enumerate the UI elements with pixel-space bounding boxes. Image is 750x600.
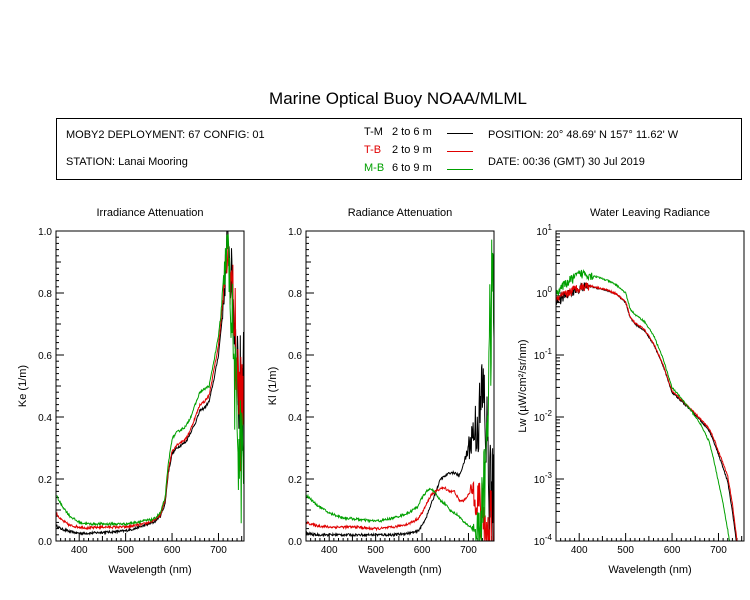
y-axis-label: Kl (1/m) [267,367,279,406]
y-tick-label: 10-1 [534,347,553,362]
y-tick-label: 0.6 [288,351,302,362]
legend-code-t-m: T-M [364,126,383,138]
x-tick-label: 700 [210,545,227,556]
chart-title: Radiance Attenuation [348,207,453,219]
info-box: MOBY2 DEPLOYMENT: 67 CONFIG: 01 STATION:… [56,118,742,180]
legend-code-m-b: M-B [364,162,385,174]
series-line-t-b [56,245,244,531]
y-tick-label: 0.6 [38,351,52,362]
series-line-t-b [556,281,738,541]
station-label: STATION: Lanai Mooring [66,156,188,168]
position-label: POSITION: 20° 48.69' N 157° 11.62' W [488,129,679,141]
y-tick-label: 10-4 [534,533,553,548]
y-tick-label: 10-2 [534,409,553,424]
y-tick-label: 0.8 [288,289,302,300]
chart-2: Radiance Attenuation Wavelength (nm) Kl (1… [267,207,495,576]
y-tick-label: 0.2 [288,475,302,486]
series-line-t-m [56,231,244,536]
y-tick-label: 0.0 [288,537,302,548]
x-axis-label: Wavelength (nm) [608,564,691,576]
x-tick-label: 500 [117,545,134,556]
y-tick-label: 1.0 [288,227,302,238]
x-tick-label: 400 [71,545,88,556]
series-line-t-m [306,364,494,541]
y-tick-label: 0.4 [288,413,302,424]
x-tick-label: 400 [571,545,588,556]
page-title: Marine Optical Buoy NOAA/MLML [269,89,527,108]
legend-line-m-b [447,169,473,170]
x-tick-label: 600 [664,545,681,556]
legend-code-t-b: T-B [364,144,382,156]
x-axis-label: Wavelength (nm) [358,564,441,576]
y-tick-label: 0.0 [38,537,52,548]
plot-frame [55,230,245,542]
chart-1: Irradiance Attenuation Wavelength (nm) Ke … [17,207,245,576]
y-tick-label: 0.2 [38,475,52,486]
legend-range-t-m: 2 to 6 m [392,126,432,138]
y-axis-label: Ke (1/m) [17,365,29,407]
chart-3: Water Leaving Radiance Wavelength (nm) Lw … [517,207,745,576]
y-tick-label: 100 [536,285,552,300]
legend-line-t-b [447,151,473,152]
y-axis-label: Lw (µW/cm²/sr/nm) [517,339,529,432]
legend-range-m-b: 6 to 9 m [392,162,432,174]
legend-line-t-m [447,133,473,134]
chart-title: Irradiance Attenuation [96,207,203,219]
legend-range-t-b: 2 to 9 m [392,144,432,156]
deployment-label: MOBY2 DEPLOYMENT: 67 CONFIG: 01 [66,129,265,141]
plot-frame [555,230,745,542]
x-tick-label: 600 [414,545,431,556]
series-line-m-b [56,233,244,527]
x-tick-label: 700 [460,545,477,556]
series-line-t-m [556,282,737,541]
x-axis-label: Wavelength (nm) [108,564,191,576]
y-tick-label: 0.8 [38,289,52,300]
y-tick-label: 10-3 [534,471,553,486]
series-line-m-b [556,268,731,541]
y-tick-label: 0.4 [38,413,52,424]
y-tick-label: 101 [536,223,552,238]
chart-title: Water Leaving Radiance [590,207,710,219]
x-tick-label: 500 [367,545,384,556]
x-tick-label: 400 [321,545,338,556]
series-line-t-b [306,480,494,541]
y-tick-label: 1.0 [38,227,52,238]
x-tick-label: 600 [164,545,181,556]
x-tick-label: 700 [710,545,727,556]
plot-frame [305,230,495,542]
series-line-m-b [306,239,494,541]
x-tick-label: 500 [617,545,634,556]
date-label: DATE: 00:36 (GMT) 30 Jul 2019 [488,156,645,168]
